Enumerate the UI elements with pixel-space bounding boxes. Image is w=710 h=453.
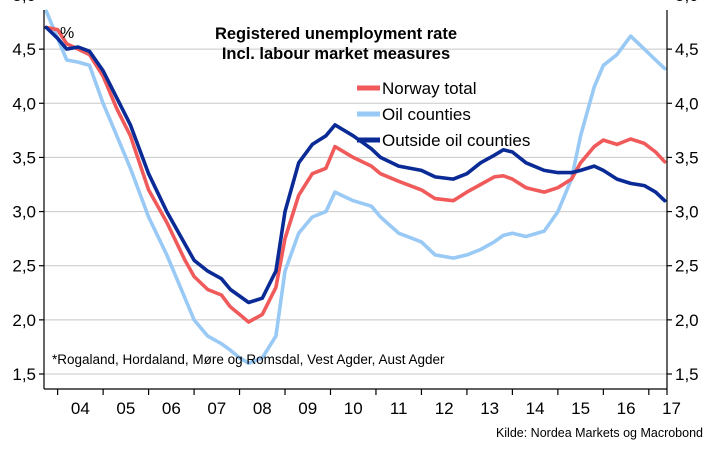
y-tick-label: 2,0 bbox=[675, 311, 699, 330]
y-tick-label: 2,5 bbox=[675, 257, 699, 276]
x-tick-label: 15 bbox=[571, 399, 590, 418]
x-tick-label: 08 bbox=[253, 399, 272, 418]
y-tick-label: 5,0 bbox=[12, 0, 36, 5]
x-tick-label: 07 bbox=[207, 399, 226, 418]
x-tick-label: 05 bbox=[116, 399, 135, 418]
y-tick-label: 4,5 bbox=[12, 40, 36, 59]
x-tick-label: 06 bbox=[162, 399, 181, 418]
source-credit: Kilde: Nordea Markets og Macrobond bbox=[496, 426, 703, 440]
series-lines bbox=[44, 9, 667, 366]
series-line-oil-counties bbox=[44, 9, 667, 366]
y-tick-label: 4,5 bbox=[675, 40, 699, 59]
x-tick-label: 13 bbox=[480, 399, 499, 418]
x-ticks: 04 05 06 07 08 09 10 11 12 13 14 15 16 17 bbox=[57, 389, 681, 418]
y-tick-label: 4,0 bbox=[675, 94, 699, 113]
chart-title: Registered unemployment rate bbox=[215, 25, 457, 43]
legend: Norway total Oil counties Outside oil coun… bbox=[357, 79, 530, 150]
y-ticks-left: 1,5 2,0 2,5 3,0 3,5 4,0 4,5 5,0 bbox=[12, 0, 44, 384]
legend-label: Outside oil counties bbox=[382, 131, 530, 150]
x-tick-label: 10 bbox=[344, 399, 363, 418]
x-tick-label: 17 bbox=[662, 399, 681, 418]
y-tick-label: 1,5 bbox=[12, 365, 36, 384]
legend-label: Oil counties bbox=[382, 105, 471, 124]
y-tick-label: 2,5 bbox=[12, 257, 36, 276]
footnote: *Rogaland, Hordaland, Møre og Romsdal, V… bbox=[52, 352, 445, 367]
x-tick-label: 09 bbox=[298, 399, 317, 418]
y-tick-label: 5,0 bbox=[675, 0, 699, 5]
chart-subtitle: Incl. labour market measures bbox=[222, 45, 450, 63]
y-unit-label: % bbox=[60, 25, 74, 42]
series-line-outside-oil-counties bbox=[44, 25, 667, 305]
y-tick-label: 3,5 bbox=[12, 148, 36, 167]
x-tick-label: 16 bbox=[617, 399, 636, 418]
y-tick-label: 2,0 bbox=[12, 311, 36, 330]
y-ticks-right: 1,5 2,0 2,5 3,0 3,5 4,0 4,5 5,0 bbox=[667, 0, 699, 384]
legend-label: Norway total bbox=[382, 79, 476, 98]
x-tick-label: 11 bbox=[390, 399, 408, 418]
y-tick-label: 3,0 bbox=[675, 203, 699, 222]
y-tick-label: 4,0 bbox=[12, 94, 36, 113]
y-tick-label: 1,5 bbox=[675, 365, 699, 384]
y-tick-label: 3,5 bbox=[675, 148, 699, 167]
x-tick-label: 12 bbox=[435, 399, 454, 418]
series-line-norway-total bbox=[44, 25, 667, 324]
x-tick-label: 14 bbox=[526, 399, 545, 418]
axes bbox=[43, 10, 668, 390]
y-tick-label: 3,0 bbox=[12, 203, 36, 222]
x-tick-label: 04 bbox=[71, 399, 90, 418]
